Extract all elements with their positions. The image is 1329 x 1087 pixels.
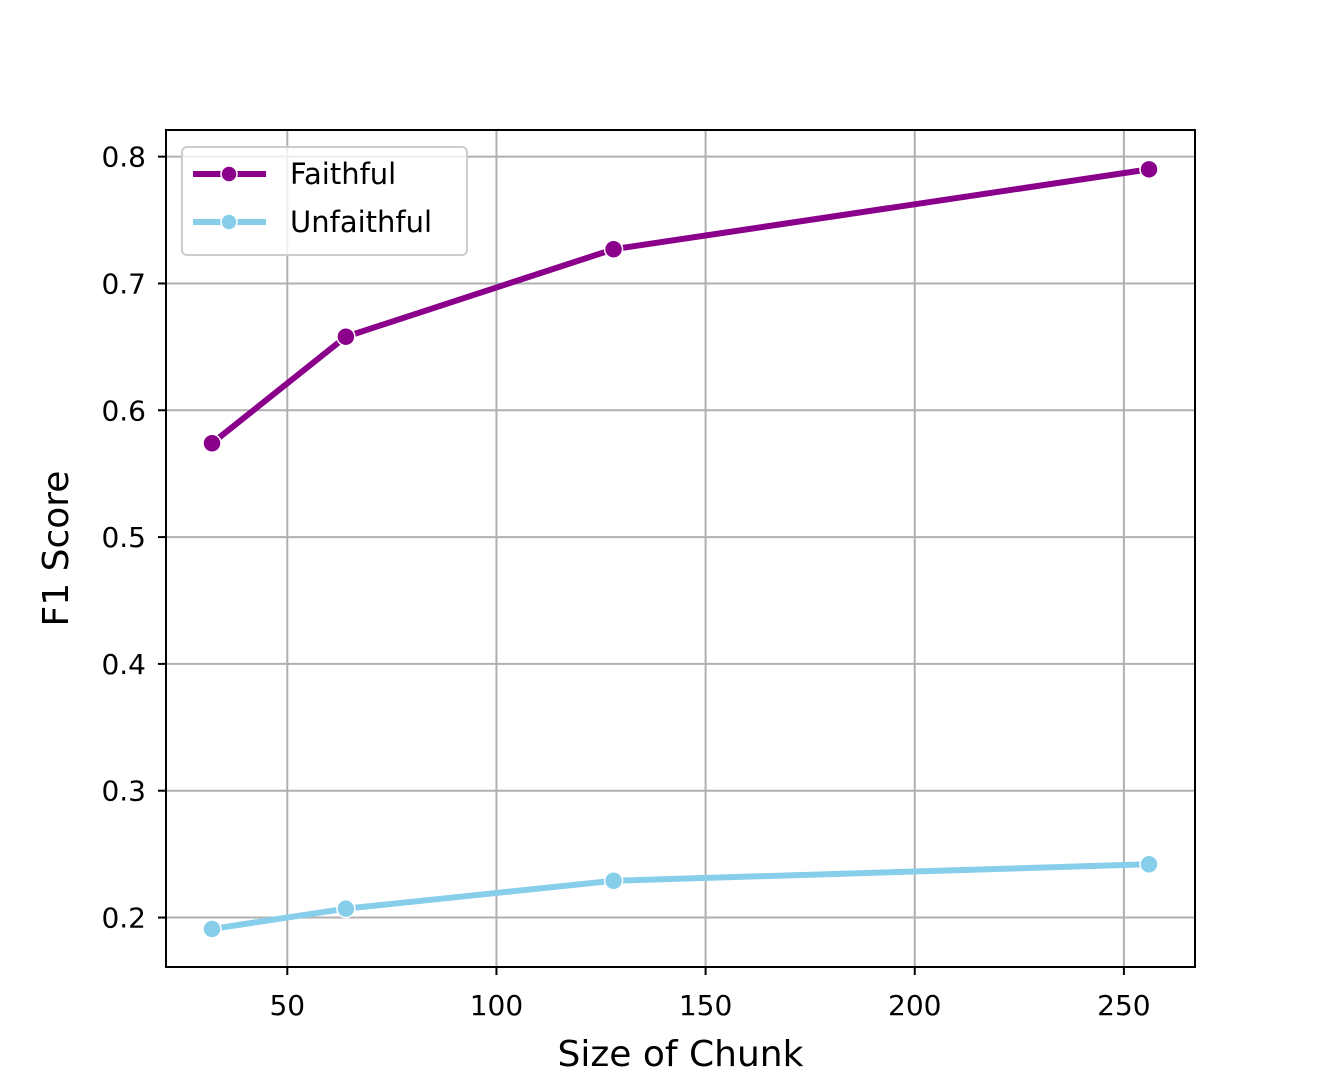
y-tick-label: 0.7 bbox=[101, 267, 146, 300]
y-axis-label: F1 Score bbox=[36, 471, 77, 627]
x-axis-label: Size of Chunk bbox=[558, 1034, 804, 1075]
x-tick-label: 100 bbox=[470, 989, 523, 1022]
y-tick-label: 0.8 bbox=[101, 141, 146, 174]
series-lines bbox=[202, 159, 1159, 939]
data-point-faithful bbox=[1139, 159, 1159, 180]
data-point-faithful bbox=[336, 326, 356, 347]
grid-lines bbox=[166, 130, 1195, 967]
legend-label-unfaithful: Unfaithful bbox=[290, 205, 432, 239]
x-tick-label: 50 bbox=[269, 989, 305, 1022]
x-tick-label: 200 bbox=[888, 989, 941, 1022]
series-line-unfaithful bbox=[209, 861, 1152, 932]
data-point-unfaithful bbox=[336, 898, 356, 919]
legend-marker-unfaithful bbox=[220, 213, 238, 231]
series-line-faithful bbox=[209, 166, 1152, 447]
data-point-faithful bbox=[603, 239, 624, 259]
legend-label-faithful: Faithful bbox=[290, 157, 396, 191]
y-tick-label: 0.4 bbox=[101, 648, 146, 681]
legend: Faithful Unfaithful bbox=[181, 146, 468, 256]
legend-marker-faithful bbox=[220, 165, 238, 183]
y-tick-label: 0.2 bbox=[101, 902, 146, 935]
data-point-faithful bbox=[202, 433, 222, 453]
data-point-unfaithful bbox=[603, 871, 624, 891]
y-tick-label: 0.3 bbox=[101, 775, 146, 808]
y-tick-label: 0.6 bbox=[101, 394, 146, 427]
x-tick-label: 150 bbox=[679, 989, 732, 1022]
x-tick-label: 250 bbox=[1097, 989, 1150, 1022]
axis-ticks: 50 100 150 200 250 0.2 0.3 0.4 0.5 0.6 0.7 0.8 bbox=[101, 141, 1150, 1022]
data-point-unfaithful bbox=[1139, 854, 1159, 875]
y-tick-label: 0.5 bbox=[101, 521, 146, 554]
plot-area-frame bbox=[165, 129, 1196, 968]
data-point-unfaithful bbox=[202, 919, 222, 939]
